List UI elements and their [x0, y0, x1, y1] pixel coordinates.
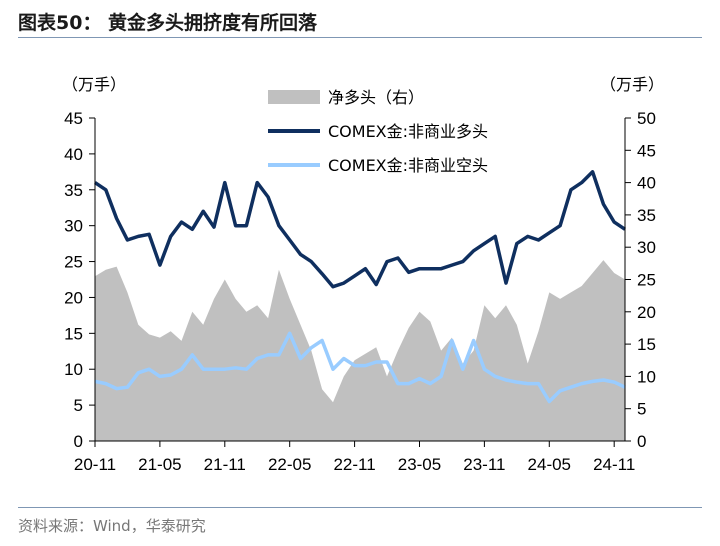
- legend-label: COMEX金:非商业多头: [328, 122, 488, 141]
- x-tick-label: 24-11: [593, 455, 635, 474]
- x-tick-label: 20-11: [74, 455, 116, 474]
- axis-layer: 0 5 10 15 20 25 30 35 40 45 0 5 10 15 20 25 30 35 40 45 50 20…: [62, 75, 664, 474]
- area-layer: [95, 260, 625, 441]
- page-title: 图表50： 黄金多头拥挤度有所回落: [18, 12, 318, 34]
- right-tick-label: 10: [637, 367, 656, 386]
- right-tick-label: 15: [637, 335, 656, 354]
- top-divider: [18, 37, 702, 38]
- x-tick-label: 21-05: [138, 455, 181, 474]
- right-tick-label: 50: [637, 109, 656, 128]
- legend-swatch-net-long: [268, 90, 320, 104]
- series-line-noncommercial-long: [94, 170, 626, 289]
- right-tick-label: 5: [637, 400, 646, 419]
- right-tick-label: 20: [637, 303, 656, 322]
- right-tick-label: 25: [637, 271, 656, 290]
- legend-label: COMEX金:非商业空头: [328, 156, 488, 175]
- right-tick-label: 35: [637, 206, 656, 225]
- right-tick-label: 45: [637, 141, 656, 160]
- right-tick-label: 0: [637, 432, 646, 451]
- x-tick-label: 24-05: [528, 455, 571, 474]
- x-tick-label: 22-05: [268, 455, 311, 474]
- legend-label: 净多头（右）: [328, 88, 424, 107]
- left-tick-label: 35: [64, 181, 83, 200]
- right-axis-unit: （万手）: [600, 75, 664, 94]
- left-tick-label: 10: [64, 360, 83, 379]
- left-tick-label: 5: [74, 396, 83, 415]
- left-tick-label: 20: [64, 288, 83, 307]
- left-tick-label: 15: [64, 324, 83, 343]
- left-tick-label: 30: [64, 217, 83, 236]
- left-axis-unit: （万手）: [62, 75, 126, 94]
- series-area-net-long: [95, 260, 625, 441]
- left-tick-label: 45: [64, 109, 83, 128]
- series-line-noncommercial-short: [94, 331, 626, 404]
- left-tick-label: 40: [64, 145, 83, 164]
- legend: 净多头（右） COMEX金:非商业多头 COMEX金:非商业空头: [268, 88, 488, 175]
- x-tick-label: 21-11: [204, 455, 246, 474]
- x-tick-label: 23-11: [463, 455, 505, 474]
- line-layer: [94, 170, 626, 404]
- x-tick-label: 23-05: [398, 455, 441, 474]
- left-tick-label: 25: [64, 253, 83, 272]
- left-tick-label: 0: [74, 432, 83, 451]
- right-tick-label: 30: [637, 238, 656, 257]
- source-note: 资料来源：Wind，华泰研究: [18, 517, 206, 535]
- right-tick-label: 40: [637, 174, 656, 193]
- x-tick-label: 22-11: [333, 455, 375, 474]
- bottom-divider: [18, 507, 702, 508]
